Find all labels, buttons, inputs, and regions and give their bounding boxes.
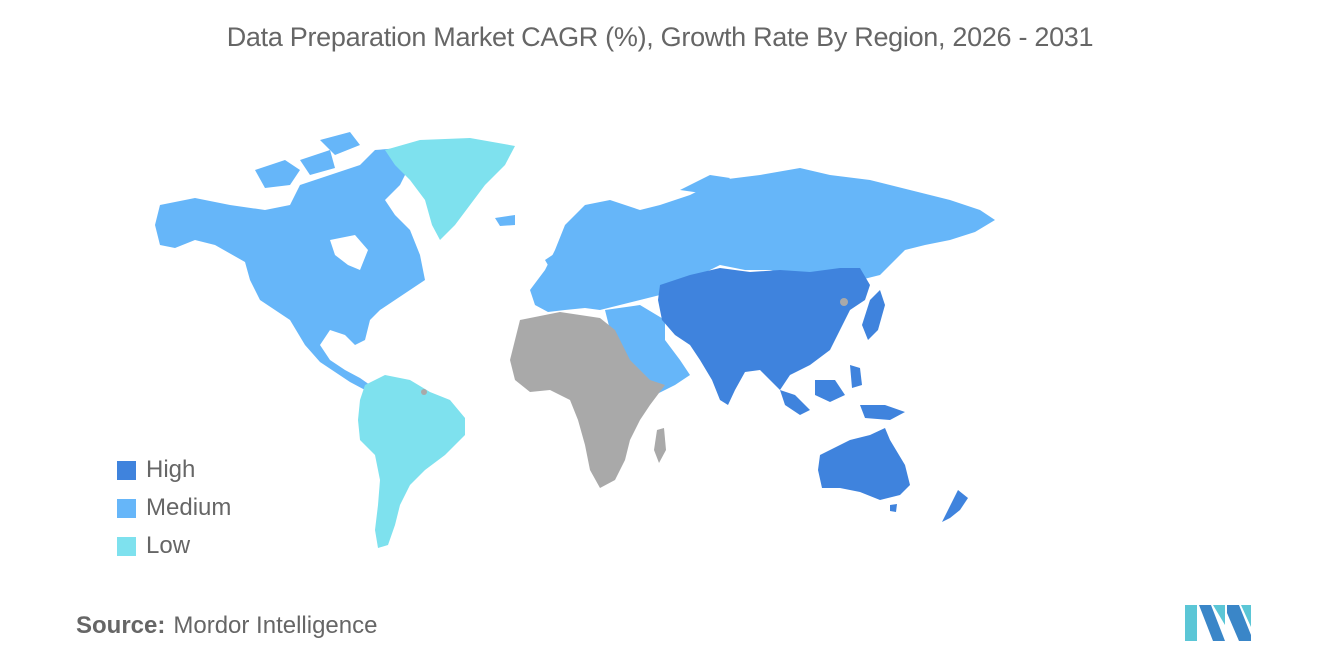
region-asia-pacific <box>658 268 905 420</box>
legend-label: Low <box>146 532 191 559</box>
region-south-america <box>358 375 465 548</box>
region-greenland <box>385 138 515 240</box>
region-africa <box>510 312 665 488</box>
mordor-intelligence-logo-icon <box>1185 605 1251 641</box>
legend: High Medium Low <box>117 451 231 565</box>
source-value: Mordor Intelligence <box>173 612 378 639</box>
region-europe-russia <box>495 168 995 312</box>
hudson-bay <box>330 235 368 270</box>
legend-label: Medium <box>146 494 232 521</box>
source-note: Source: Mordor Intelligence <box>76 612 377 640</box>
chart-title: Data Preparation Market CAGR (%), Growth… <box>226 22 1094 52</box>
legend-swatch-high <box>117 460 136 480</box>
source-label: Source: <box>76 612 166 639</box>
region-middle-east <box>605 305 690 395</box>
legend-item-low: Low <box>117 527 231 565</box>
region-north-america <box>155 132 425 390</box>
legend-item-medium: Medium <box>117 489 231 527</box>
legend-label: High <box>146 456 196 483</box>
legend-item-high: High <box>117 451 231 489</box>
legend-swatch-low <box>117 536 136 556</box>
legend-swatch-medium <box>117 498 136 518</box>
region-oceania <box>818 428 968 522</box>
